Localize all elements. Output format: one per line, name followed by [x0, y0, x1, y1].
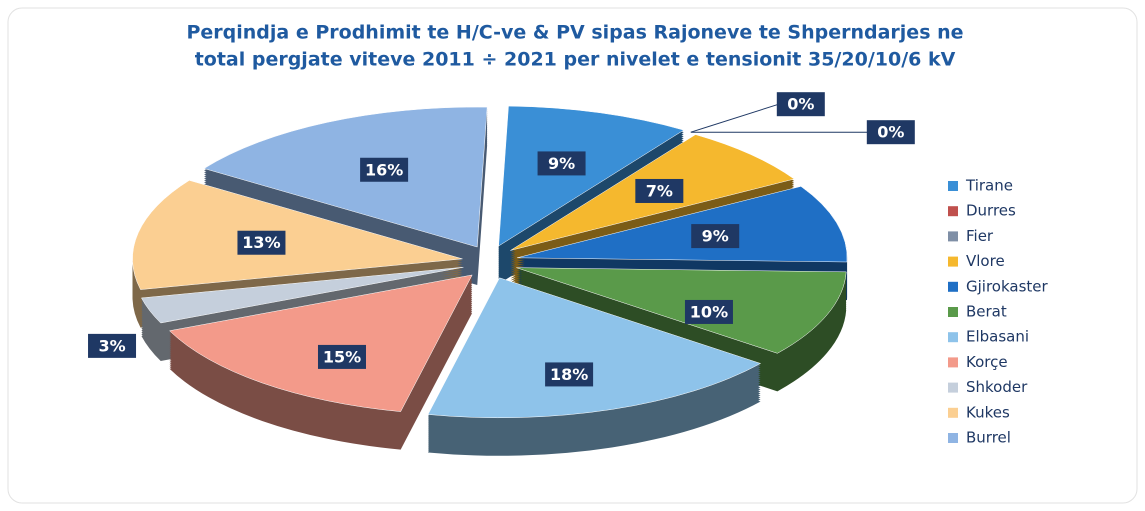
legend-label: Fier — [966, 227, 994, 245]
label-box — [776, 92, 825, 117]
label-box — [537, 151, 586, 176]
slice — [141, 266, 464, 324]
legend-swatch — [948, 206, 958, 217]
data-label: 16% — [365, 160, 403, 179]
slice — [168, 274, 473, 412]
slice — [132, 180, 463, 290]
legend-swatch — [948, 407, 958, 418]
label-box — [237, 230, 286, 255]
legend-label: Shkoder — [966, 378, 1028, 396]
leader-line — [690, 103, 779, 133]
legend-swatch — [948, 281, 958, 292]
chart-title: Perqindja e Prodhimit te H/C-ve & PV sip… — [186, 22, 963, 44]
label-box — [545, 362, 594, 387]
legend-swatch — [948, 382, 958, 393]
data-label: 18% — [550, 365, 588, 384]
legend-swatch — [948, 332, 958, 343]
legend-label: Durres — [966, 202, 1016, 220]
slice — [203, 106, 488, 248]
legend-swatch — [948, 357, 958, 368]
legend-label: Korçe — [966, 353, 1008, 371]
legend-label: Berat — [966, 303, 1007, 321]
data-label: 15% — [323, 347, 361, 366]
legend-swatch — [948, 231, 958, 242]
slice — [498, 105, 685, 247]
label-box — [317, 344, 366, 369]
label-box — [635, 178, 684, 203]
slice — [517, 186, 848, 263]
data-label: 10% — [690, 302, 728, 321]
data-label: 3% — [98, 336, 125, 355]
legend-swatch — [948, 307, 958, 317]
legend-label: Kukes — [966, 403, 1010, 421]
label-box — [866, 120, 915, 145]
legend-label: Vlore — [966, 252, 1005, 270]
chart-title: total pergjate viteve 2011 ÷ 2021 per ni… — [195, 49, 956, 71]
slice — [427, 277, 762, 419]
slice — [516, 267, 847, 354]
label-box — [88, 333, 137, 358]
label-box — [684, 299, 733, 324]
legend-swatch — [948, 433, 958, 443]
legend-label: Elbasani — [966, 328, 1029, 346]
data-label: 7% — [646, 181, 673, 200]
legend-label: Burrel — [966, 429, 1011, 447]
data-label: 0% — [877, 123, 904, 142]
data-label: 9% — [702, 227, 729, 246]
legend-label: Tirane — [965, 177, 1013, 195]
data-label: 0% — [787, 95, 814, 114]
legend-swatch — [948, 256, 958, 267]
label-box — [360, 157, 409, 182]
data-label: 13% — [242, 233, 280, 252]
label-box — [691, 224, 740, 249]
data-label: 9% — [548, 154, 575, 173]
legend-label: Gjirokaster — [966, 277, 1049, 295]
legend-swatch — [948, 181, 958, 191]
